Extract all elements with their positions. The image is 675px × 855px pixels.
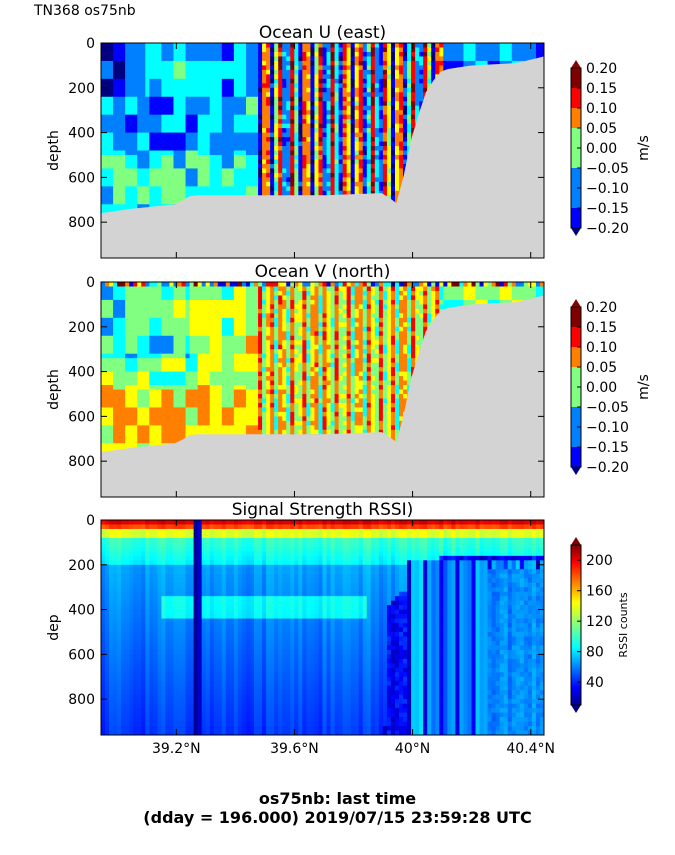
y-tick-label: 800 — [68, 454, 95, 470]
colorbar-extend-bottom — [571, 467, 581, 475]
colorbar-band — [571, 108, 581, 129]
axes-frame — [100, 281, 545, 498]
colorbar-band — [571, 347, 581, 368]
colorbar-tick-label: −0.10 — [586, 420, 629, 436]
heatmap-field — [101, 282, 544, 497]
y-tick-label: 600 — [68, 647, 95, 663]
colorbar-band — [571, 128, 581, 149]
colorbar-band — [571, 327, 581, 348]
y-tick-label: 200 — [68, 558, 95, 574]
bathymetry-mask — [101, 295, 544, 497]
colorbar-tick-label: 0.00 — [586, 141, 617, 157]
colorbar-tick-label: 0.00 — [586, 380, 617, 396]
x-tick-label: 40.4°N — [506, 741, 555, 757]
colorbar-band — [571, 407, 581, 428]
heatmap-field — [101, 43, 544, 258]
colorbar-band — [571, 208, 581, 229]
colorbar-tick-label: 160 — [586, 584, 613, 600]
colorbar-tick-label: 0.20 — [586, 300, 617, 316]
footer-line-1: os75nb: last time — [258, 789, 417, 808]
colorbar-tick-label: −0.05 — [586, 161, 629, 177]
x-tick-label: 39.6°N — [270, 741, 319, 757]
axes-frame — [100, 519, 545, 736]
heatmap-field — [101, 520, 544, 735]
x-tick-label: 39.2°N — [152, 741, 201, 757]
y-tick-label: 800 — [68, 692, 95, 708]
colorbar-band — [571, 188, 581, 209]
cruise-label: TN368 os75nb — [34, 3, 136, 19]
colorbar-gradient — [571, 545, 581, 705]
colorbar-band — [571, 367, 581, 388]
colorbar-tick-label: −0.20 — [586, 460, 629, 476]
colorbar-tick-label: −0.15 — [586, 440, 629, 456]
colorbar-tick-label: −0.05 — [586, 400, 629, 416]
colorbar-label: RSSI counts — [617, 592, 630, 657]
colorbar: 200 160 120 80 40 RSSI counts — [570, 537, 630, 713]
colorbar-tick-label: 200 — [586, 553, 613, 569]
ocean-u-panel: Ocean U (east) 0 200 400 600 800 depth 0.20 0.15… — [46, 23, 652, 259]
colorbar-tick-label: −0.15 — [586, 201, 629, 217]
colorbar-tick-label: −0.10 — [586, 181, 629, 197]
y-tick-label: 600 — [68, 409, 95, 425]
figure-footer: os75nb: last time (dday = 196.000) 2019/… — [0, 789, 675, 827]
colorbar-tick-label: 0.10 — [586, 101, 617, 117]
colorbar-tick-label: −0.20 — [586, 221, 629, 237]
y-tick-label: 0 — [86, 513, 95, 529]
x-tick-label: 40°N — [395, 741, 430, 757]
colorbar-tick-label: 0.15 — [586, 81, 617, 97]
colorbar: 0.20 0.15 0.10 0.05 0.00 −0.05 −0.10 −0.15 −0.20… — [570, 60, 652, 237]
colorbar-frame — [570, 544, 582, 706]
y-tick-label: 800 — [68, 215, 95, 231]
axes-frame — [100, 42, 545, 259]
colorbar-tick-label: 0.05 — [586, 360, 617, 376]
y-axis-label: dep — [46, 614, 62, 641]
y-tick-label: 400 — [68, 603, 95, 619]
colorbar: 0.20 0.15 0.10 0.05 0.00 −0.05 −0.10 −0.15 −0.20… — [570, 299, 652, 476]
colorbar-band — [571, 447, 581, 468]
panel-title: Signal Strength RSSI) — [232, 500, 414, 520]
colorbar-band — [571, 168, 581, 189]
y-tick-label: 200 — [68, 81, 95, 97]
colorbar-band — [571, 88, 581, 109]
rssi-panel: Signal Strength RSSI) 0 200 400 600 800 dep 39.… — [46, 500, 630, 757]
colorbar-tick-label: 80 — [586, 645, 604, 661]
panel-title: Ocean V (north) — [255, 262, 391, 282]
y-axis-label: depth — [46, 369, 62, 410]
colorbar-band — [571, 148, 581, 169]
colorbar-tick-label: 0.10 — [586, 340, 617, 356]
colorbar-tick-label: 0.20 — [586, 61, 617, 77]
footer-line-2: (dday = 196.000) 2019/07/15 23:59:28 UTC — [143, 808, 532, 827]
colorbar-tick-label: 40 — [586, 675, 604, 691]
colorbar-extend-top — [571, 60, 581, 68]
y-tick-label: 600 — [68, 170, 95, 186]
y-tick-label: 400 — [68, 126, 95, 142]
colorbar-tick-label: 120 — [586, 614, 613, 630]
colorbar-label: m/s — [636, 374, 652, 400]
colorbar-extend-bottom — [571, 228, 581, 236]
colorbar-band — [571, 387, 581, 408]
colorbar-band — [571, 307, 581, 328]
colorbar-band — [571, 427, 581, 448]
colorbar-band — [571, 68, 581, 89]
y-tick-label: 400 — [68, 365, 95, 381]
colorbar-extend-bottom — [571, 705, 581, 713]
colorbar-tick-label: 0.15 — [586, 320, 617, 336]
y-tick-label: 0 — [86, 275, 95, 291]
ocean-v-panel: Ocean V (north) 0 200 400 600 800 depth 0.20 0.1… — [46, 262, 652, 498]
y-tick-label: 200 — [68, 320, 95, 336]
colorbar-extend-top — [571, 537, 581, 545]
colorbar-tick-label: 0.05 — [586, 121, 617, 137]
colorbar-label: m/s — [636, 135, 652, 161]
panel-title: Ocean U (east) — [259, 23, 386, 43]
bathymetry-mask — [101, 56, 544, 258]
y-axis-label: depth — [46, 130, 62, 171]
colorbar-extend-top — [571, 299, 581, 307]
y-tick-label: 0 — [86, 36, 95, 52]
